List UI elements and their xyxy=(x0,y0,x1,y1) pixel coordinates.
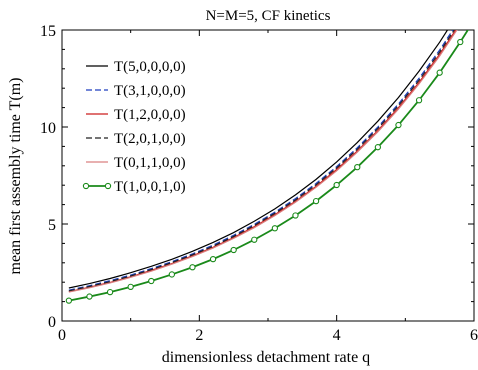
series-line-3 xyxy=(68,30,457,293)
series-point xyxy=(292,212,299,219)
y-tick-label: 15 xyxy=(40,23,56,40)
axis-ticks xyxy=(61,29,475,322)
series-point xyxy=(395,121,402,129)
series-point xyxy=(333,181,340,189)
legend-label: T(0,1,1,0,0) xyxy=(114,155,186,171)
y-tick-label: 10 xyxy=(40,120,56,137)
series-point xyxy=(374,144,382,151)
series-point xyxy=(209,255,217,263)
x-tick-label: 0 xyxy=(58,327,66,344)
series-point xyxy=(312,197,320,205)
x-axis-label: dimensionless detachment rate q xyxy=(162,349,370,366)
y-axis-label: mean first assembly time T(m) xyxy=(7,78,24,275)
series-point xyxy=(457,38,464,46)
series-point xyxy=(230,246,237,254)
y-tick-label: 0 xyxy=(48,314,56,331)
series-point xyxy=(148,277,155,285)
series-layer xyxy=(65,18,476,304)
series-point xyxy=(168,271,176,278)
series-line-1 xyxy=(68,30,449,289)
legend-label: T(2,0,1,0,0) xyxy=(114,131,186,147)
series-point xyxy=(251,236,258,243)
legend: T(5,0,0,0,0) T(3,1,0,0,0) T(1,2,0,0,0) T(2,… xyxy=(82,59,186,195)
series-point xyxy=(436,69,443,76)
series-point xyxy=(189,264,196,271)
legend-label: T(3,1,0,0,0) xyxy=(114,83,186,99)
series-line-5 xyxy=(68,30,458,293)
tick-labels: 0 2 4 6 0 5 10 15 xyxy=(40,23,478,344)
legend-marker xyxy=(82,182,90,190)
series-point xyxy=(127,283,134,291)
series-line-4 xyxy=(68,30,455,292)
series-point xyxy=(65,297,73,304)
series-point xyxy=(471,18,476,23)
series-line-2 xyxy=(68,30,454,291)
legend-label: T(1,0,0,1,0) xyxy=(114,179,186,195)
legend-label: T(1,2,0,0,0) xyxy=(114,107,186,123)
x-tick-label: 4 xyxy=(333,327,341,344)
series-point xyxy=(415,97,423,104)
y-tick-label: 5 xyxy=(48,217,56,234)
x-tick-label: 6 xyxy=(470,327,478,344)
series-point xyxy=(86,293,93,300)
series-point xyxy=(106,288,114,296)
chart-title: N=M=5, CF kinetics xyxy=(206,8,331,24)
x-tick-label: 2 xyxy=(195,327,203,344)
series-point xyxy=(354,164,361,171)
legend-marker xyxy=(104,182,112,190)
legend-label: T(5,0,0,0,0) xyxy=(114,59,186,75)
series-point xyxy=(271,225,279,232)
